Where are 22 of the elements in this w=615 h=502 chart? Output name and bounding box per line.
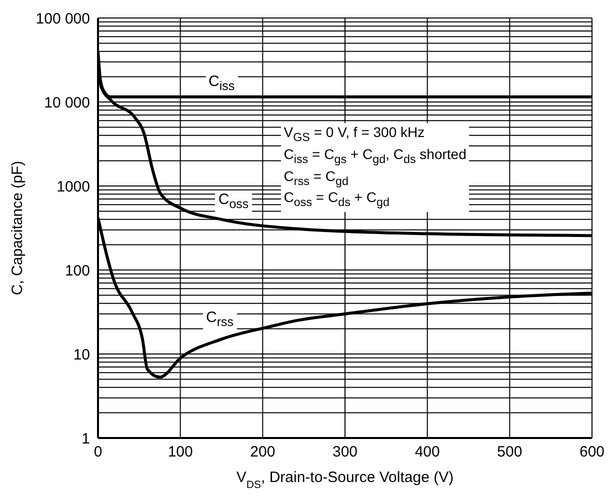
series-label: C$_{oss}$ [215, 190, 252, 213]
series-label: C$_{rss}$ [203, 309, 237, 332]
y-tick-label: 1 [82, 430, 90, 448]
y-tick-label: 100 [64, 262, 90, 280]
x-tick-label: 600 [579, 444, 605, 461]
y-tick-label: 1000 [56, 178, 90, 196]
x-tick-label: 0 [94, 444, 102, 461]
x-tick-label: 200 [250, 444, 276, 461]
text: C$_{iss}$ = C$_{gs}$ + C$_{gd}$, C$_{ds}$ shorted [284, 146, 466, 166]
x-tick-label: 100 [168, 444, 193, 461]
x-tick-label: 300 [332, 444, 358, 461]
x-tick-label: 400 [414, 444, 440, 461]
y-tick-label: 10 [73, 346, 90, 364]
annotation: V$_{GS}$ = 0 V, f = 300 kHz [284, 124, 426, 146]
series-label: C$_{iss}$ [206, 72, 238, 95]
annotation: C$_{rss}$ = C$_{gd}$ [284, 168, 350, 190]
y-tick-label: 10 000 [44, 94, 90, 112]
y-axis-title: C, Capacitance (pF) [9, 160, 26, 296]
x-axis-title: V$_{DS}$, Drain-to-Source Voltage (V) [236, 469, 454, 491]
y-tick-label: 100 000 [36, 10, 90, 28]
annotation: C$_{oss}$ = C$_{ds}$ + C$_{gd}$ [284, 189, 390, 212]
x-tick-label: 500 [497, 444, 522, 461]
